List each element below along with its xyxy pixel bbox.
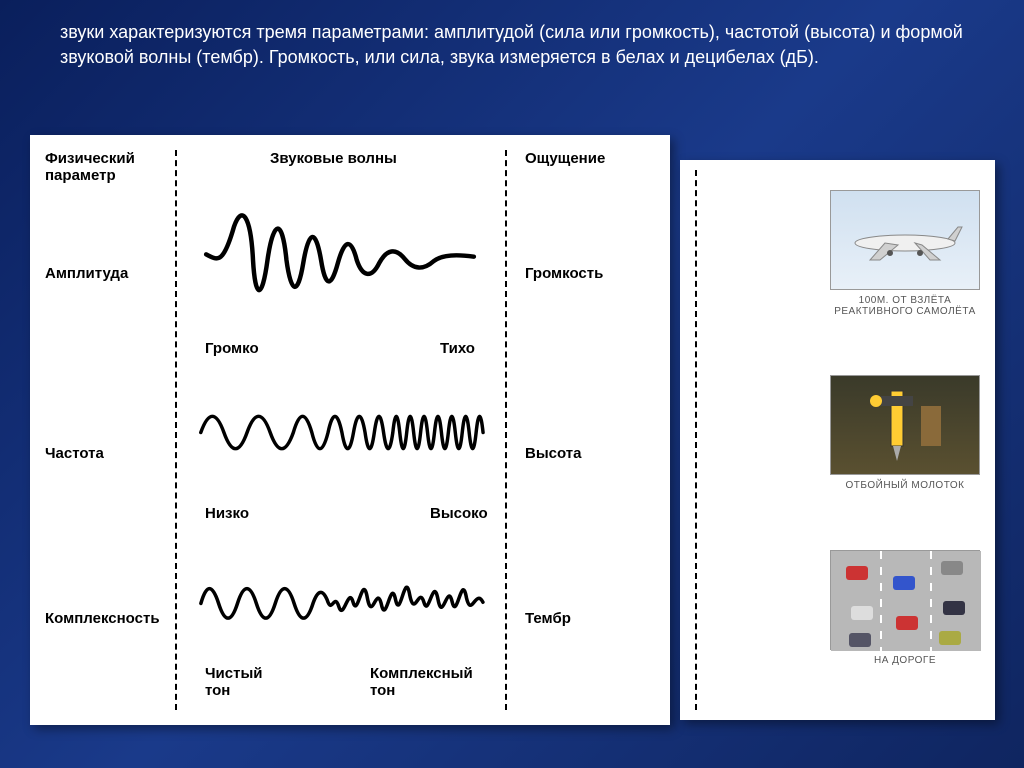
param-frequency: Частота [45, 445, 104, 462]
jackhammer-icon [831, 376, 981, 476]
main-diagram: Физический параметр Звуковые волны Ощуще… [30, 135, 670, 725]
lbl-high: Высоко [430, 505, 488, 522]
sensation-loudness: Громкость [525, 265, 603, 282]
right-divider [695, 170, 697, 710]
lbl-low: Низко [205, 505, 249, 522]
img-road [830, 550, 980, 650]
airplane-icon [840, 205, 970, 275]
caption-jackhammer: ОТБОЙНЫЙ МОЛОТОК [830, 480, 980, 491]
img-airplane [830, 190, 980, 290]
img-jackhammer [830, 375, 980, 475]
lbl-complex: Комплексный тон [370, 665, 490, 699]
caption-road: НА ДОРОГЕ [830, 655, 980, 666]
road-icon [831, 551, 981, 651]
param-amplitude: Амплитуда [45, 265, 128, 282]
wave-amplitude [195, 205, 485, 315]
lbl-loud: Громко [205, 340, 259, 357]
param-complexity: Комплексность [45, 610, 160, 627]
col-sensation: Ощущение [525, 150, 605, 167]
divider-2 [505, 150, 507, 710]
col-physical: Физический параметр [45, 150, 165, 184]
lbl-quiet: Тихо [440, 340, 475, 357]
caption-airplane: 100М. ОТ ВЗЛЁТА РЕАКТИВНОГО САМОЛЁТА [830, 295, 980, 317]
right-panel: 100М. ОТ ВЗЛЁТА РЕАКТИВНОГО САМОЛЁТА ОТБ… [680, 160, 995, 720]
lbl-pure: Чистый тон [205, 665, 275, 699]
wave-frequency [195, 385, 490, 480]
wave-complexity [195, 550, 490, 645]
divider-1 [175, 150, 177, 710]
sensation-pitch: Высота [525, 445, 581, 462]
sensation-timbre: Тембр [525, 610, 571, 627]
col-waves: Звуковые волны [270, 150, 397, 167]
header-text: звуки характеризуются тремя параметрами:… [0, 0, 1024, 80]
